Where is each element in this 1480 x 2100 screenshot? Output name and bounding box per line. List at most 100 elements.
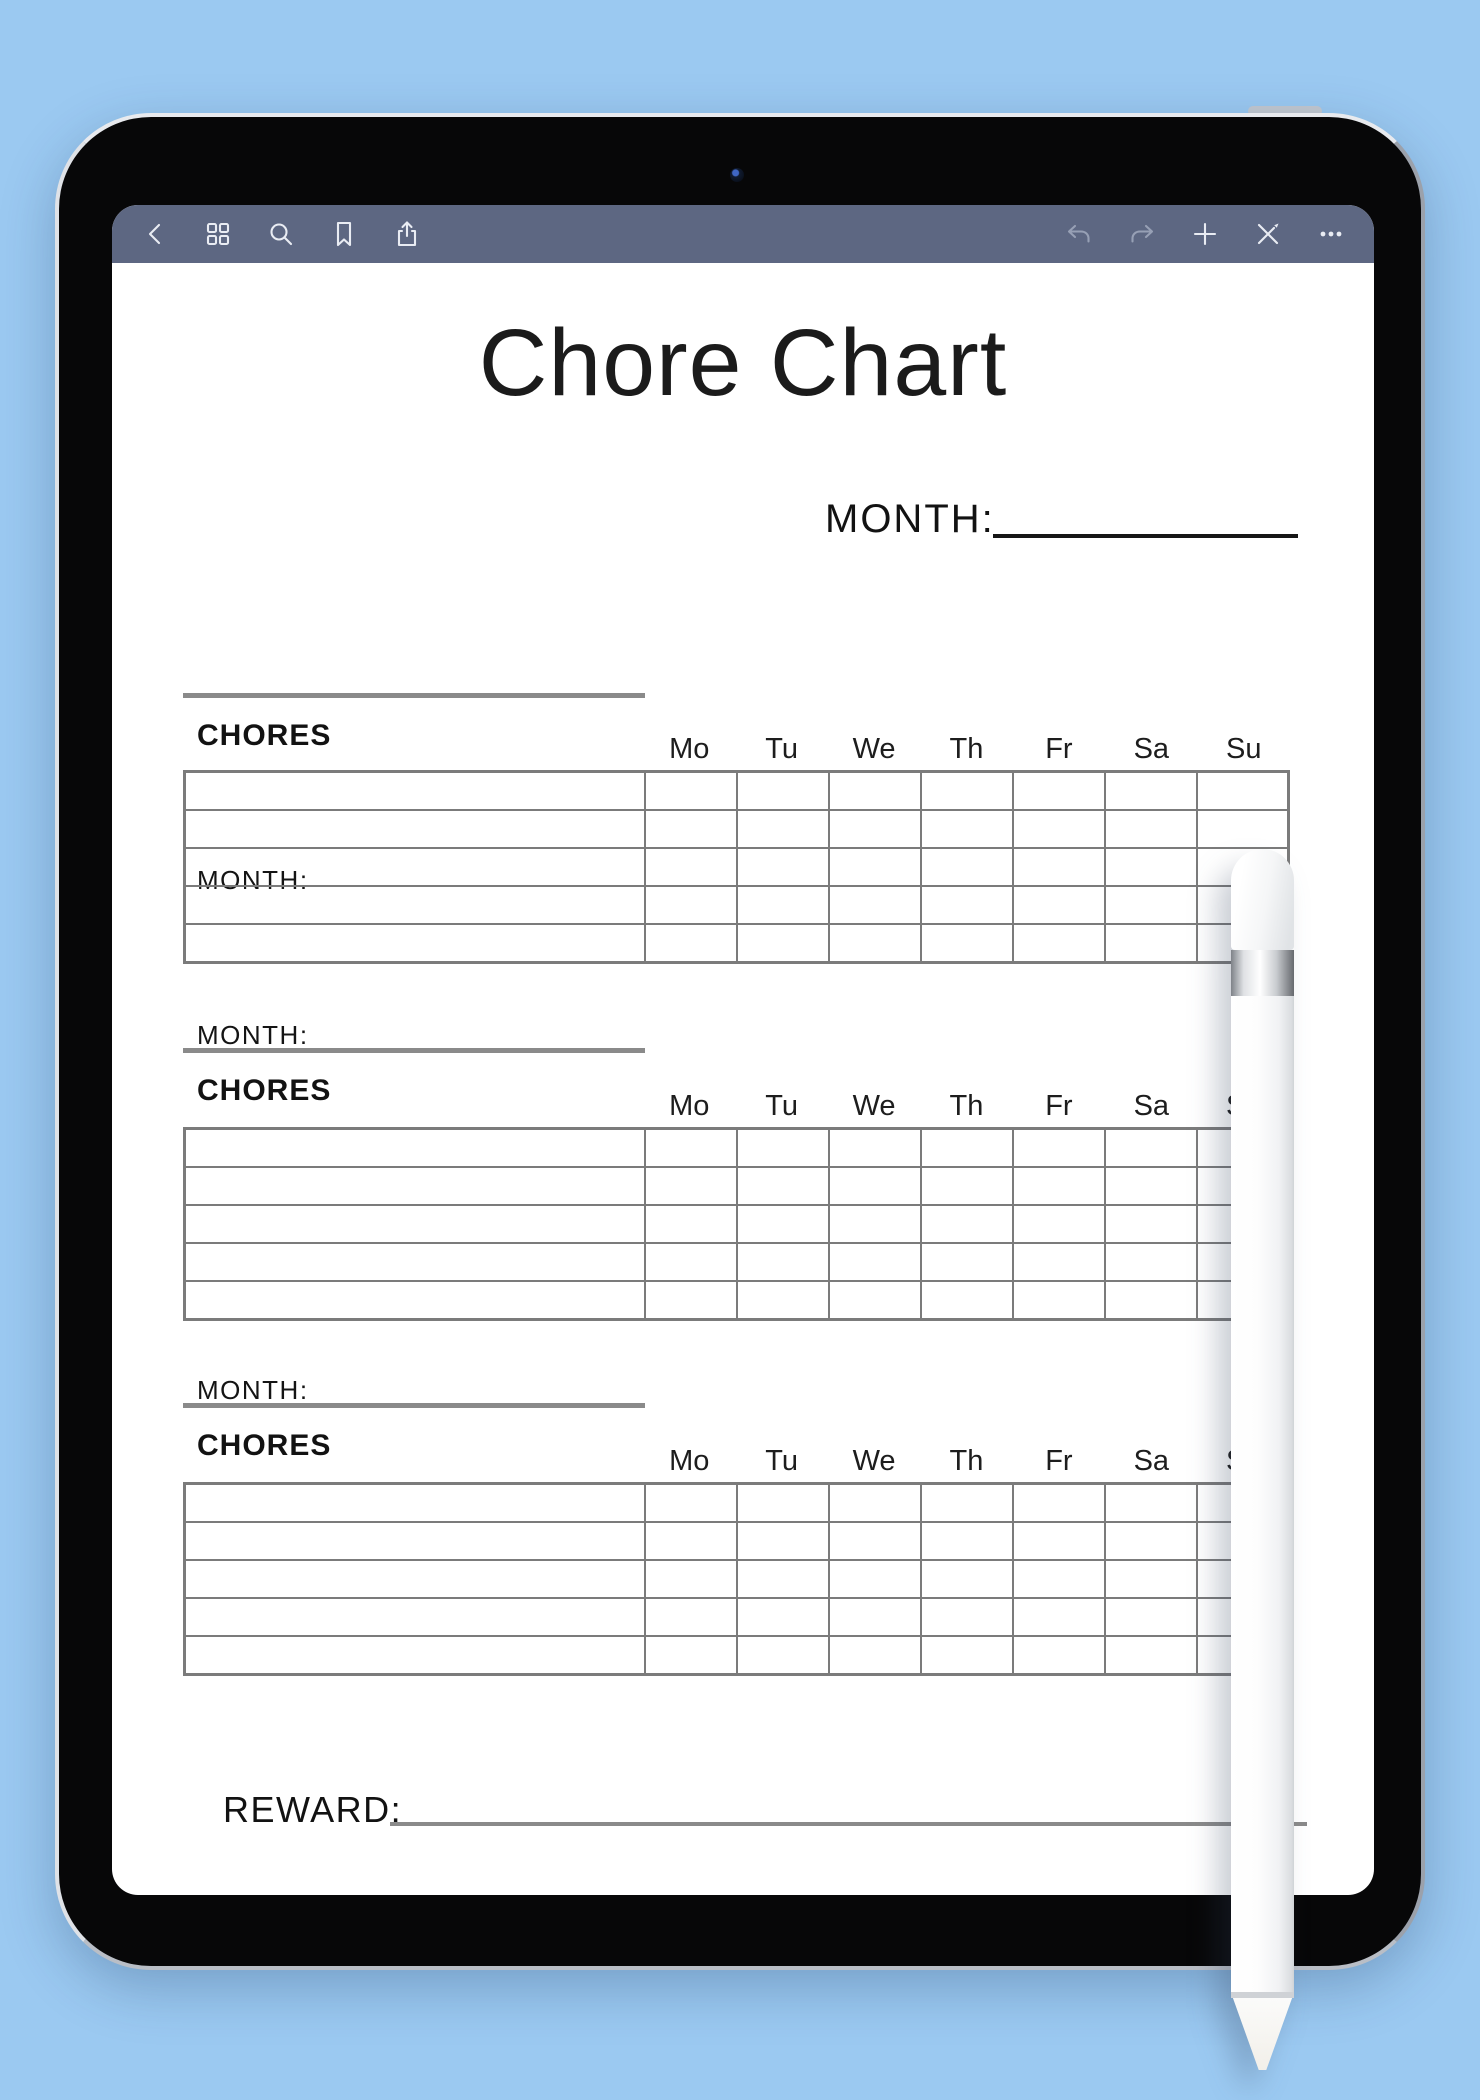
chore-name-cell[interactable] xyxy=(183,1280,646,1321)
day-check-cell[interactable] xyxy=(827,809,922,849)
day-check-cell[interactable] xyxy=(827,770,922,811)
day-check-cell[interactable] xyxy=(919,1166,1014,1206)
day-check-cell[interactable] xyxy=(643,1559,738,1599)
day-check-cell[interactable] xyxy=(643,1597,738,1637)
day-check-cell[interactable] xyxy=(1195,770,1290,811)
day-check-cell[interactable] xyxy=(643,1521,738,1561)
day-check-cell[interactable] xyxy=(919,770,1014,811)
day-check-cell[interactable] xyxy=(735,1166,830,1206)
day-check-cell[interactable] xyxy=(827,923,922,964)
search-icon[interactable] xyxy=(266,219,296,249)
day-check-cell[interactable] xyxy=(735,847,830,887)
top-month-blank-line[interactable] xyxy=(993,534,1298,538)
day-check-cell[interactable] xyxy=(827,1559,922,1599)
day-check-cell[interactable] xyxy=(1011,809,1106,849)
day-check-cell[interactable] xyxy=(735,770,830,811)
day-check-cell[interactable] xyxy=(827,847,922,887)
day-check-cell[interactable] xyxy=(1011,847,1106,887)
day-check-cell[interactable] xyxy=(1103,1242,1198,1282)
back-icon[interactable] xyxy=(140,219,170,249)
chore-name-cell[interactable] xyxy=(183,1482,646,1523)
day-check-cell[interactable] xyxy=(1011,1166,1106,1206)
day-check-cell[interactable] xyxy=(919,1635,1014,1676)
day-check-cell[interactable] xyxy=(643,1635,738,1676)
day-check-cell[interactable] xyxy=(1103,885,1198,925)
more-icon[interactable] xyxy=(1316,219,1346,249)
day-check-cell[interactable] xyxy=(1103,1635,1198,1676)
day-check-cell[interactable] xyxy=(1011,770,1106,811)
day-check-cell[interactable] xyxy=(643,1242,738,1282)
day-check-cell[interactable] xyxy=(827,1280,922,1321)
day-check-cell[interactable] xyxy=(827,1127,922,1168)
day-check-cell[interactable] xyxy=(919,1482,1014,1523)
chore-name-cell[interactable] xyxy=(183,885,646,925)
day-check-cell[interactable] xyxy=(1103,1127,1198,1168)
day-check-cell[interactable] xyxy=(1011,1204,1106,1244)
day-check-cell[interactable] xyxy=(735,885,830,925)
day-check-cell[interactable] xyxy=(643,1166,738,1206)
day-check-cell[interactable] xyxy=(643,885,738,925)
day-check-cell[interactable] xyxy=(735,1204,830,1244)
reward-blank-line[interactable] xyxy=(390,1822,1307,1826)
day-check-cell[interactable] xyxy=(827,1166,922,1206)
day-check-cell[interactable] xyxy=(1103,1559,1198,1599)
day-check-cell[interactable] xyxy=(735,1559,830,1599)
day-check-cell[interactable] xyxy=(827,1204,922,1244)
day-check-cell[interactable] xyxy=(919,847,1014,887)
day-check-cell[interactable] xyxy=(827,1597,922,1637)
day-check-cell[interactable] xyxy=(919,1521,1014,1561)
day-check-cell[interactable] xyxy=(1011,885,1106,925)
day-check-cell[interactable] xyxy=(1103,847,1198,887)
chore-name-cell[interactable] xyxy=(183,1597,646,1637)
section-month-blank-line[interactable] xyxy=(183,693,645,698)
day-check-cell[interactable] xyxy=(919,809,1014,849)
chore-name-cell[interactable] xyxy=(183,923,646,964)
chore-name-cell[interactable] xyxy=(183,770,646,811)
day-check-cell[interactable] xyxy=(1011,1597,1106,1637)
day-check-cell[interactable] xyxy=(1103,770,1198,811)
chore-name-cell[interactable] xyxy=(183,1521,646,1561)
day-check-cell[interactable] xyxy=(919,1242,1014,1282)
day-check-cell[interactable] xyxy=(643,1127,738,1168)
day-check-cell[interactable] xyxy=(1103,1280,1198,1321)
cut-pen-icon[interactable] xyxy=(1253,219,1283,249)
chore-name-cell[interactable] xyxy=(183,847,646,887)
section-month-blank-line[interactable] xyxy=(183,1403,645,1408)
day-check-cell[interactable] xyxy=(919,1280,1014,1321)
day-check-cell[interactable] xyxy=(827,1242,922,1282)
day-check-cell[interactable] xyxy=(735,809,830,849)
day-check-cell[interactable] xyxy=(735,923,830,964)
apps-grid-icon[interactable] xyxy=(203,219,233,249)
day-check-cell[interactable] xyxy=(827,1635,922,1676)
day-check-cell[interactable] xyxy=(1103,1482,1198,1523)
day-check-cell[interactable] xyxy=(1011,1127,1106,1168)
bookmark-icon[interactable] xyxy=(329,219,359,249)
day-check-cell[interactable] xyxy=(735,1127,830,1168)
day-check-cell[interactable] xyxy=(735,1242,830,1282)
day-check-cell[interactable] xyxy=(643,770,738,811)
day-check-cell[interactable] xyxy=(643,923,738,964)
day-check-cell[interactable] xyxy=(643,1482,738,1523)
day-check-cell[interactable] xyxy=(735,1521,830,1561)
share-icon[interactable] xyxy=(392,219,422,249)
day-check-cell[interactable] xyxy=(1011,1280,1106,1321)
day-check-cell[interactable] xyxy=(1103,1521,1198,1561)
day-check-cell[interactable] xyxy=(1103,1597,1198,1637)
day-check-cell[interactable] xyxy=(919,1597,1014,1637)
day-check-cell[interactable] xyxy=(919,1127,1014,1168)
chore-name-cell[interactable] xyxy=(183,1559,646,1599)
day-check-cell[interactable] xyxy=(735,1635,830,1676)
day-check-cell[interactable] xyxy=(1103,923,1198,964)
chore-name-cell[interactable] xyxy=(183,1127,646,1168)
day-check-cell[interactable] xyxy=(643,1204,738,1244)
day-check-cell[interactable] xyxy=(919,1204,1014,1244)
day-check-cell[interactable] xyxy=(919,923,1014,964)
day-check-cell[interactable] xyxy=(827,1521,922,1561)
redo-icon[interactable] xyxy=(1127,219,1157,249)
day-check-cell[interactable] xyxy=(1011,1482,1106,1523)
day-check-cell[interactable] xyxy=(827,1482,922,1523)
day-check-cell[interactable] xyxy=(1011,1521,1106,1561)
chore-name-cell[interactable] xyxy=(183,1635,646,1676)
chore-name-cell[interactable] xyxy=(183,1204,646,1244)
day-check-cell[interactable] xyxy=(643,809,738,849)
